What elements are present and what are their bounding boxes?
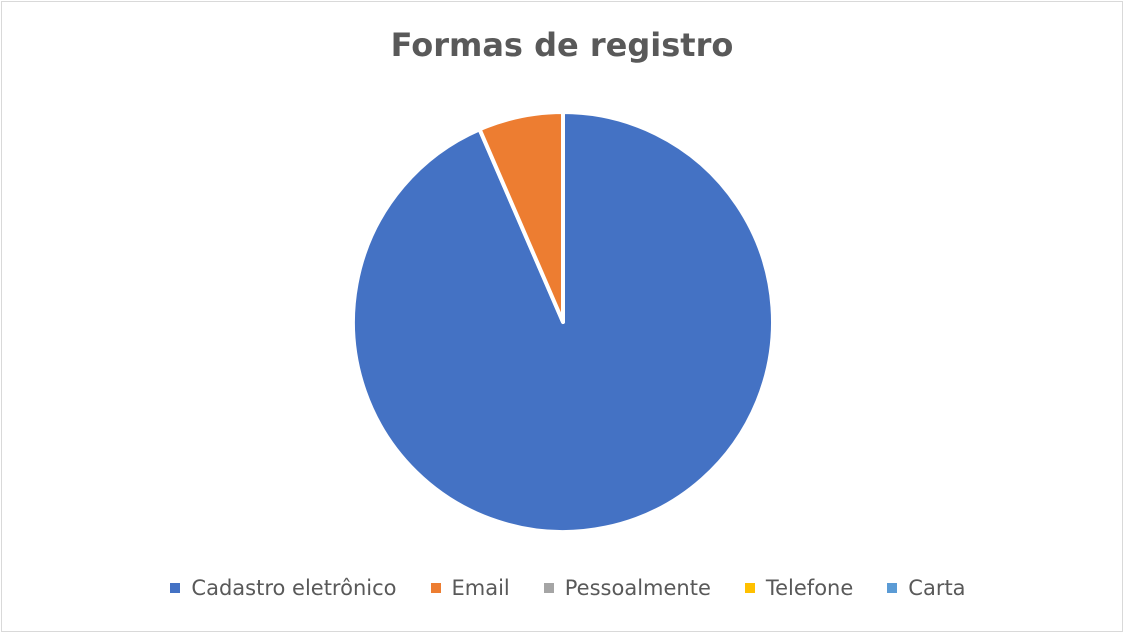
legend-item: Pessoalmente [543, 576, 711, 600]
legend-label: Telefone [765, 576, 854, 600]
legend-swatch [887, 583, 898, 593]
legend-item: Email [430, 576, 510, 600]
legend-item: Carta [887, 576, 966, 600]
legend-swatch [170, 583, 181, 593]
legend-item: Cadastro eletrônico [170, 576, 397, 600]
legend-swatch [543, 583, 554, 593]
legend-label: Email [451, 576, 510, 600]
pie-slice-email [477, 110, 565, 324]
legend-item: Telefone [744, 576, 854, 600]
legend-swatch [430, 583, 441, 593]
legend-label: Carta [908, 576, 966, 600]
pie-slices [351, 110, 775, 534]
chart-legend: Cadastro eletrônico Email Pessoalmente Tele… [0, 576, 1126, 600]
legend-swatch [744, 583, 755, 593]
chart-title: Formas de registro [390, 26, 734, 64]
legend-label: Cadastro eletrônico [191, 576, 397, 600]
legend-label: Pessoalmente [564, 576, 711, 600]
